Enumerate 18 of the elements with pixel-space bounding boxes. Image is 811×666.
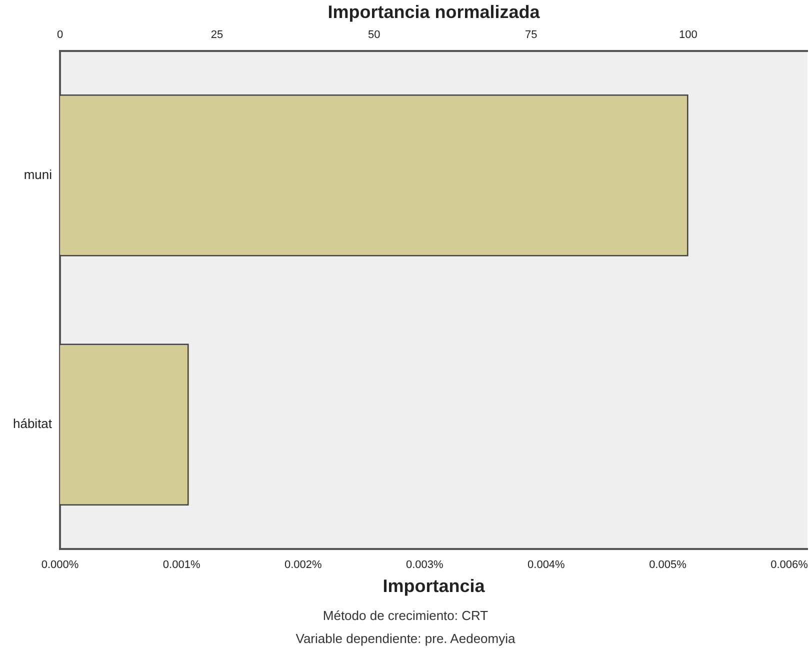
x2-axis-title: Importancia normalizada — [328, 2, 541, 22]
x2-tick-label: 0 — [56, 29, 64, 42]
x-tick-label: 0.005% — [649, 558, 687, 571]
x-tick-label: 0.006% — [770, 558, 808, 571]
x2-tick-label: 75 — [524, 29, 538, 42]
x-tick-label: 0.004% — [528, 558, 566, 571]
x2-tick-label: 50 — [368, 29, 380, 42]
text: Variable dependiente: pre. Aedeomyia — [294, 631, 516, 646]
x2-tick-label: 100 — [678, 29, 698, 42]
x-tick-label: 0.001% — [162, 558, 200, 571]
x-tick-label: 0.003% — [406, 558, 444, 571]
x2-tick-label: 25 — [210, 29, 224, 42]
x-tick-label: 0.002% — [284, 558, 322, 571]
x-tick-label: 0.000% — [41, 558, 79, 571]
y-tick-label: muni — [24, 166, 52, 182]
y-tick-label: hábitat — [12, 416, 52, 432]
text: Método de crecimiento: CRT — [322, 608, 490, 623]
x-axis-title: Importancia — [382, 576, 486, 596]
